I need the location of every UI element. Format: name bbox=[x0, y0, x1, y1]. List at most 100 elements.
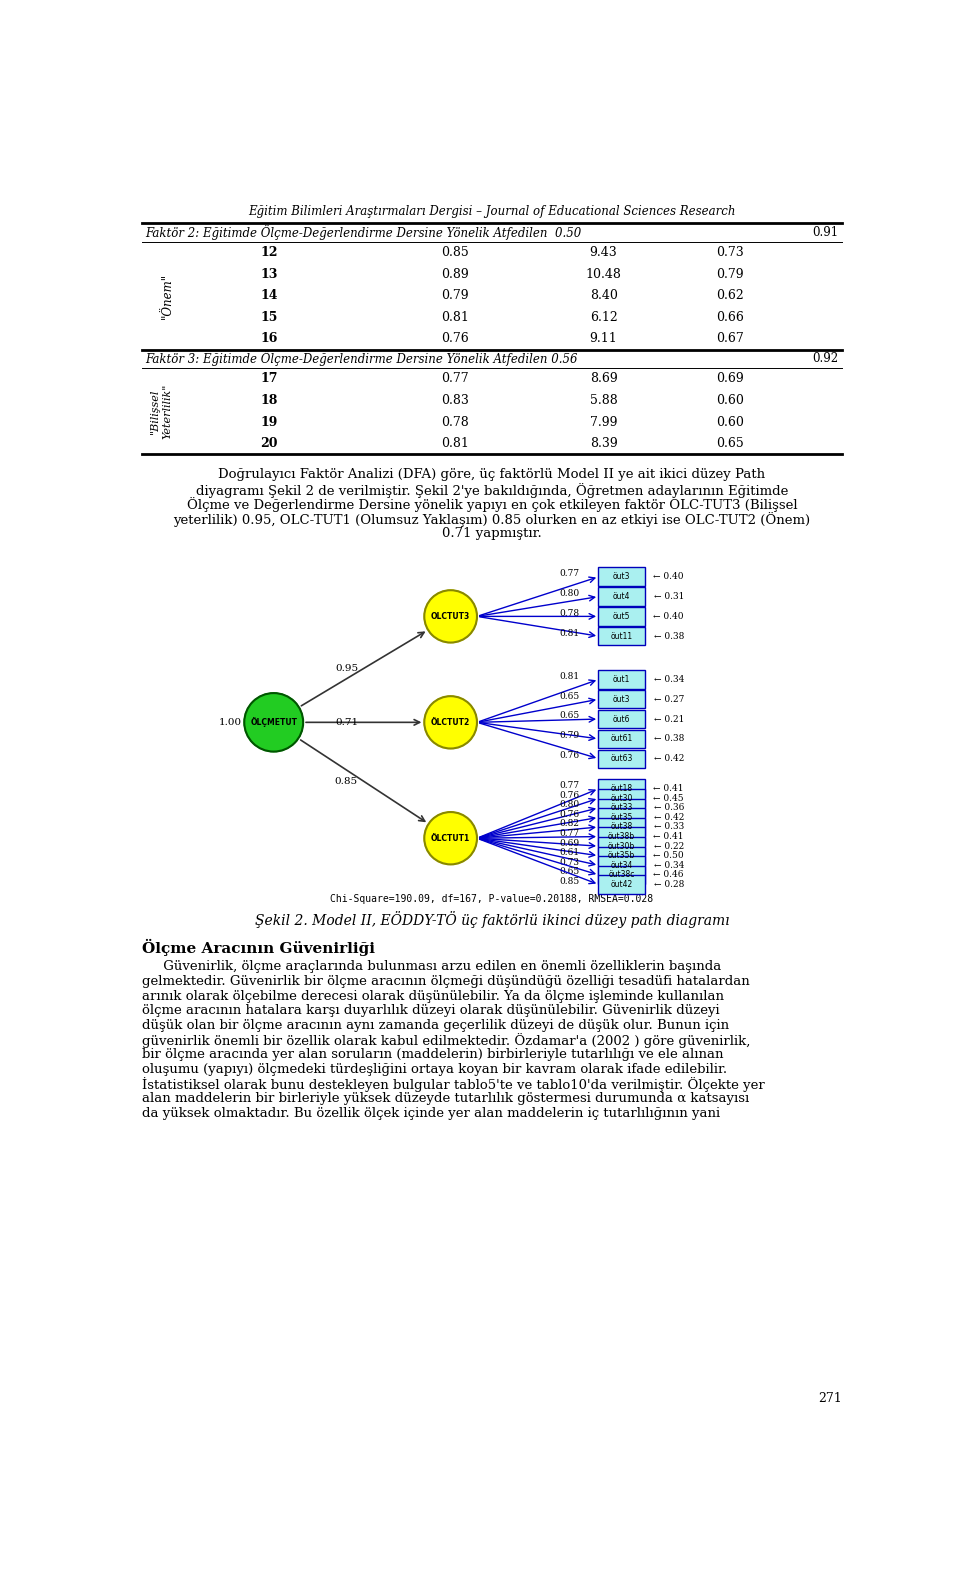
Text: 0.89: 0.89 bbox=[441, 267, 468, 280]
Text: Doğrulayıcı Faktör Analizi (DFA) göre, üç faktörlü Model II ye ait ikici düzey P: Doğrulayıcı Faktör Analizi (DFA) göre, ü… bbox=[219, 468, 765, 481]
Text: 0.60: 0.60 bbox=[716, 393, 744, 408]
Text: ← 0.28: ← 0.28 bbox=[654, 880, 684, 888]
Text: 8.40: 8.40 bbox=[589, 290, 617, 302]
Text: 0.66: 0.66 bbox=[716, 310, 744, 323]
Text: 0.73: 0.73 bbox=[560, 858, 580, 866]
Text: öut38b: öut38b bbox=[608, 833, 635, 841]
Text: 0.71: 0.71 bbox=[335, 718, 358, 728]
Text: öut35: öut35 bbox=[611, 814, 633, 821]
Text: 0.81: 0.81 bbox=[441, 438, 468, 451]
FancyBboxPatch shape bbox=[598, 837, 645, 855]
FancyBboxPatch shape bbox=[598, 729, 645, 748]
Text: 0.77: 0.77 bbox=[441, 373, 468, 385]
Text: ← 0.41: ← 0.41 bbox=[654, 785, 684, 793]
FancyBboxPatch shape bbox=[598, 799, 645, 817]
FancyBboxPatch shape bbox=[598, 818, 645, 836]
Text: ← 0.22: ← 0.22 bbox=[654, 842, 684, 850]
Text: ← 0.33: ← 0.33 bbox=[654, 823, 684, 831]
Text: 0.69: 0.69 bbox=[560, 839, 580, 847]
Text: 0.81: 0.81 bbox=[560, 672, 580, 681]
Text: ← 0.27: ← 0.27 bbox=[654, 694, 684, 704]
Text: öut30b: öut30b bbox=[608, 842, 636, 850]
Text: Şekil 2. Model II, EÖDDY-TÖ üç faktörlü ikinci düzey path diagramı: Şekil 2. Model II, EÖDDY-TÖ üç faktörlü … bbox=[254, 911, 730, 928]
Text: öut18: öut18 bbox=[611, 785, 633, 793]
Text: 1.00: 1.00 bbox=[219, 718, 242, 728]
Text: 0.80: 0.80 bbox=[560, 801, 580, 809]
Text: 0.73: 0.73 bbox=[716, 247, 744, 259]
Text: öut11: öut11 bbox=[611, 632, 633, 640]
Text: 8.39: 8.39 bbox=[589, 438, 617, 451]
Text: ← 0.42: ← 0.42 bbox=[654, 755, 684, 763]
Text: İstatistiksel olarak bunu destekleyen bulgular tablo5'te ve tablo10'da verilmişt: İstatistiksel olarak bunu destekleyen bu… bbox=[142, 1078, 765, 1092]
Text: 0.79: 0.79 bbox=[560, 731, 580, 740]
Text: 16: 16 bbox=[260, 333, 277, 345]
FancyBboxPatch shape bbox=[598, 847, 645, 864]
Text: 0.76: 0.76 bbox=[560, 810, 580, 818]
Text: diyagramı Şekil 2 de verilmiştir. Şekil 2'ye bakıldığında, Öğretmen adaylarının : diyagramı Şekil 2 de verilmiştir. Şekil … bbox=[196, 482, 788, 498]
Text: öut4: öut4 bbox=[612, 592, 630, 602]
Text: 0.76: 0.76 bbox=[560, 791, 580, 799]
Text: Ölçme Aracının Güvenirliği: Ölçme Aracının Güvenirliği bbox=[142, 939, 375, 955]
FancyBboxPatch shape bbox=[598, 689, 645, 708]
Text: öut1: öut1 bbox=[612, 675, 630, 685]
Text: ← 0.34: ← 0.34 bbox=[654, 861, 684, 869]
Text: 6.12: 6.12 bbox=[589, 310, 617, 323]
Text: ÖLCTUT1: ÖLCTUT1 bbox=[431, 834, 470, 842]
Circle shape bbox=[244, 693, 303, 751]
Text: OLCTUT3: OLCTUT3 bbox=[431, 611, 470, 621]
Text: öut38: öut38 bbox=[611, 823, 633, 831]
Text: 0.85: 0.85 bbox=[560, 877, 580, 887]
Text: 10.48: 10.48 bbox=[586, 267, 621, 280]
Text: 0.81: 0.81 bbox=[441, 310, 468, 323]
Text: öut34: öut34 bbox=[611, 861, 633, 869]
Text: 0.85: 0.85 bbox=[335, 777, 358, 785]
Circle shape bbox=[424, 696, 477, 748]
Text: arınık olarak ölçebilme derecesi olarak düşünülebilir. Ya da ölçme işleminde kul: arınık olarak ölçebilme derecesi olarak … bbox=[142, 990, 724, 1003]
Text: ← 0.40: ← 0.40 bbox=[654, 611, 684, 621]
Text: gelmektedir. Güvenirlik bir ölçme aracının ölçmeği düşündüğü özelliği tesadüfi h: gelmektedir. Güvenirlik bir ölçme aracın… bbox=[142, 974, 750, 989]
Text: ÖLÇMETUT: ÖLÇMETUT bbox=[251, 718, 298, 728]
Text: 0.69: 0.69 bbox=[716, 373, 744, 385]
Text: Ölçme ve Değerlendirme Dersine yönelik yapıyı en çok etkileyen faktör OLC-TUT3 (: Ölçme ve Değerlendirme Dersine yönelik y… bbox=[186, 497, 798, 513]
Text: 0.85: 0.85 bbox=[441, 247, 468, 259]
Text: 0.79: 0.79 bbox=[441, 290, 468, 302]
Text: öut35b: öut35b bbox=[608, 852, 636, 860]
FancyBboxPatch shape bbox=[598, 750, 645, 767]
Text: Chi-Square=190.09, df=167, P-value=0.20188, RMSEA=0.028: Chi-Square=190.09, df=167, P-value=0.201… bbox=[330, 895, 654, 904]
Text: 0.82: 0.82 bbox=[560, 820, 580, 828]
Text: 0.60: 0.60 bbox=[716, 416, 744, 428]
Text: 0.71 yapmıştır.: 0.71 yapmıştır. bbox=[443, 527, 541, 540]
Text: 20: 20 bbox=[260, 438, 277, 451]
Text: ← 0.31: ← 0.31 bbox=[654, 592, 684, 602]
Text: 0.67: 0.67 bbox=[716, 333, 744, 345]
Text: ← 0.41: ← 0.41 bbox=[654, 833, 684, 841]
FancyBboxPatch shape bbox=[598, 587, 645, 607]
Text: öut38c: öut38c bbox=[609, 871, 635, 879]
Text: ← 0.34: ← 0.34 bbox=[654, 675, 684, 685]
Text: 0.78: 0.78 bbox=[560, 608, 580, 618]
Text: öut63: öut63 bbox=[611, 755, 633, 763]
Text: oluşumu (yapıyı) ölçmedeki türdeşliğini ortaya koyan bir kavram olarak ifade edi: oluşumu (yapıyı) ölçmedeki türdeşliğini … bbox=[142, 1063, 728, 1076]
Text: 9.43: 9.43 bbox=[589, 247, 617, 259]
Text: 0.62: 0.62 bbox=[716, 290, 744, 302]
Text: bir ölçme aracında yer alan soruların (maddelerin) birbirleriyle tutarlılığı ve : bir ölçme aracında yer alan soruların (m… bbox=[142, 1048, 724, 1060]
Text: 0.92: 0.92 bbox=[812, 352, 839, 366]
Text: öut42: öut42 bbox=[611, 880, 633, 888]
Text: Güvenirlik, ölçme araçlarında bulunması arzu edilen en önemli özelliklerin başın: Güvenirlik, ölçme araçlarında bulunması … bbox=[142, 960, 722, 973]
Text: ← 0.38: ← 0.38 bbox=[654, 632, 684, 640]
Text: Faktör 3: Eğitimde Ölçme-Değerlendirme Dersine Yönelik Atfedilen 0.56: Faktör 3: Eğitimde Ölçme-Değerlendirme D… bbox=[145, 352, 578, 366]
FancyBboxPatch shape bbox=[598, 607, 645, 626]
Text: "Bilişsel
Yeterlilik": "Bilişsel Yeterlilik" bbox=[150, 384, 172, 439]
Text: ÖLCTUT2: ÖLCTUT2 bbox=[431, 718, 470, 728]
Text: 13: 13 bbox=[260, 267, 277, 280]
FancyBboxPatch shape bbox=[598, 866, 645, 884]
Text: ← 0.40: ← 0.40 bbox=[654, 572, 684, 581]
Text: öut6: öut6 bbox=[612, 715, 630, 723]
Text: 0.65: 0.65 bbox=[560, 712, 580, 721]
Text: 17: 17 bbox=[260, 373, 277, 385]
FancyBboxPatch shape bbox=[598, 856, 645, 874]
Text: ← 0.38: ← 0.38 bbox=[654, 734, 684, 743]
Text: ← 0.45: ← 0.45 bbox=[654, 794, 684, 802]
Text: güvenirlik önemli bir özellik olarak kabul edilmektedir. Özdamar'a (2002 ) göre : güvenirlik önemli bir özellik olarak kab… bbox=[142, 1033, 751, 1049]
Text: 0.77: 0.77 bbox=[560, 829, 580, 837]
